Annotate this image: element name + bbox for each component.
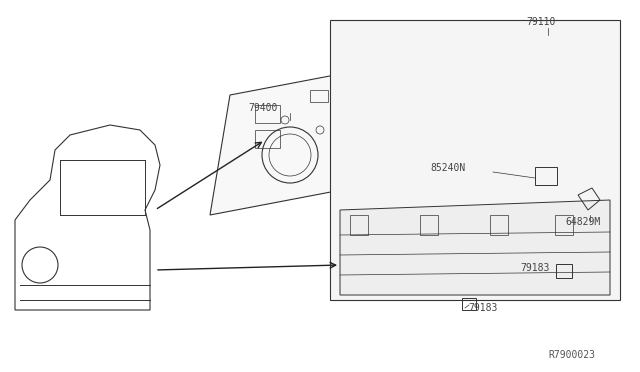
Bar [535,167,557,185]
Text: 85240N: 85240N [430,163,465,173]
Polygon shape [340,200,610,295]
Bar [555,215,573,235]
Polygon shape [330,20,620,300]
Text: 79183: 79183 [468,303,497,313]
Text: R7900023: R7900023 [548,350,595,360]
Bar [462,298,476,310]
Bar [310,90,328,102]
Bar [490,215,508,235]
Text: 79110: 79110 [526,17,556,27]
Bar [350,215,368,235]
Bar [420,215,438,235]
Bar [556,264,572,278]
Text: 64829M: 64829M [565,217,600,227]
Bar [255,105,280,123]
Bar [255,130,280,148]
Polygon shape [210,55,440,215]
Text: 79183: 79183 [520,263,549,273]
Text: 79400: 79400 [248,103,277,113]
